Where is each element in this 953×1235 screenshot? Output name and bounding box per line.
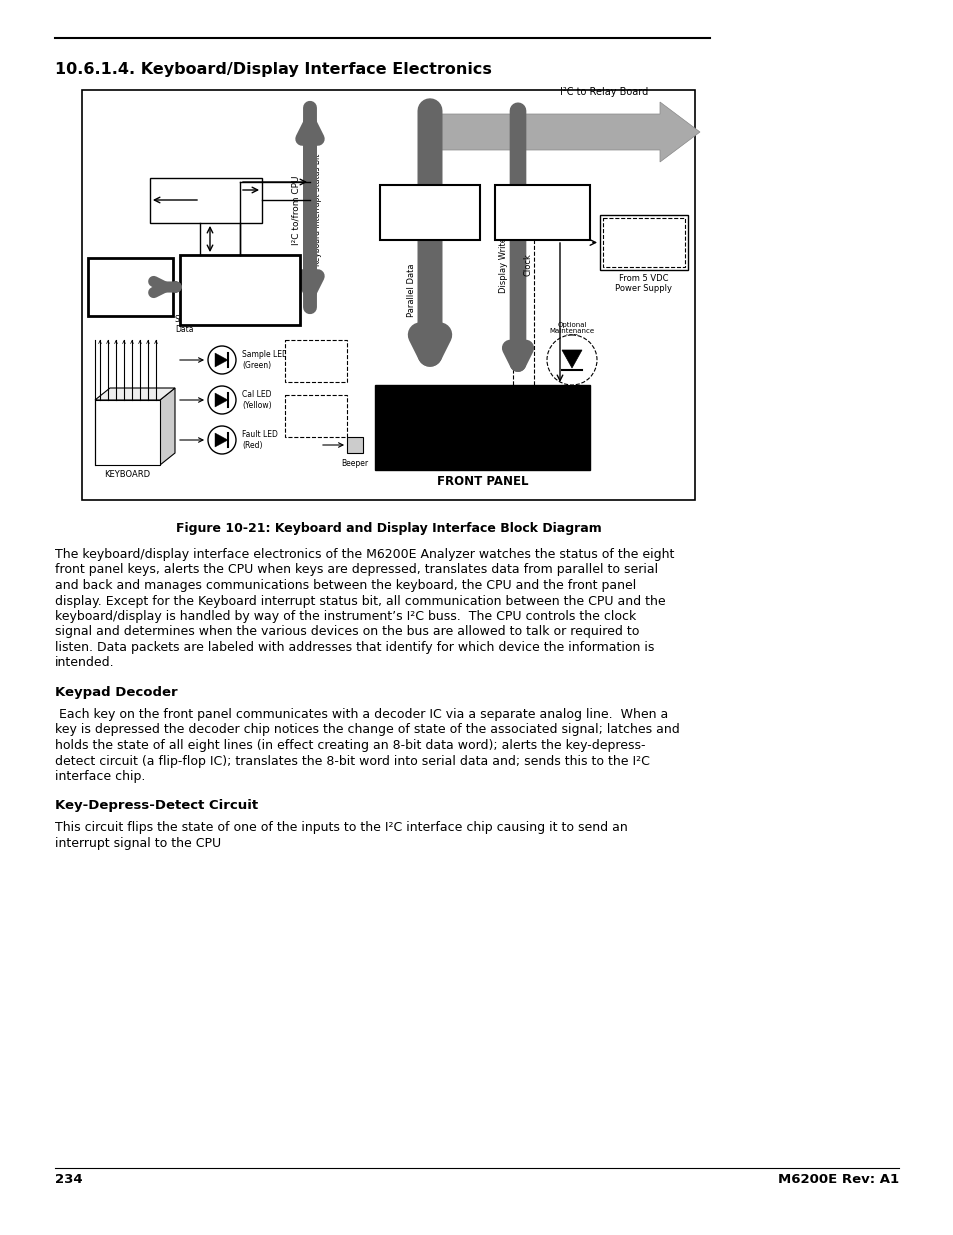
Polygon shape (160, 388, 174, 466)
Text: From 5 VDC: From 5 VDC (618, 274, 668, 283)
Bar (150, 178, 262, 224)
Text: M6200E Rev: A1: M6200E Rev: A1 (777, 1173, 898, 1186)
Bar (495, 185, 589, 240)
Circle shape (208, 426, 235, 454)
Text: Sample LED
(Green): Sample LED (Green) (242, 351, 288, 369)
Text: Parallel Data: Parallel Data (407, 263, 416, 316)
Text: holds the state of all eight lines (in effect creating an 8-bit data word); aler: holds the state of all eight lines (in e… (55, 739, 645, 752)
Text: Maint.
Switch: Maint. Switch (302, 351, 330, 370)
Bar (379, 185, 479, 240)
Text: Fault LED
(Red): Fault LED (Red) (242, 430, 277, 450)
Circle shape (208, 387, 235, 414)
Text: I²C to Relay Board: I²C to Relay Board (559, 86, 647, 98)
Polygon shape (214, 433, 228, 447)
Text: Display Data
Decoder: Display Data Decoder (390, 201, 469, 224)
Text: Key-Depress-Detect Circuit: Key-Depress-Detect Circuit (55, 799, 258, 813)
Bar (88, 258, 172, 316)
Text: listen. Data packets are labeled with addresses that identify for which device t: listen. Data packets are labeled with ad… (55, 641, 654, 655)
Bar (347, 437, 363, 453)
Bar (82, 90, 695, 500)
Text: and back and manages communications between the keyboard, the CPU and the front : and back and manages communications betw… (55, 579, 636, 592)
Bar (599, 215, 687, 270)
Text: KEYBOARD: KEYBOARD (104, 471, 151, 479)
Text: key is depressed the decoder chip notices the change of state of the associated : key is depressed the decoder chip notice… (55, 724, 679, 736)
Text: Clock: Clock (523, 253, 532, 277)
Text: 10.6.1.4. Keyboard/Display Interface Electronics: 10.6.1.4. Keyboard/Display Interface Ele… (55, 62, 492, 77)
Text: Display Power
Watchdog: Display Power Watchdog (612, 233, 675, 252)
Text: 2 x 40 CHAR.   VACUUM: 2 x 40 CHAR. VACUUM (395, 411, 569, 424)
Text: Power Supply: Power Supply (615, 284, 672, 293)
Text: display. Except for the Keyboard interrupt status bit, all communication between: display. Except for the Keyboard interru… (55, 594, 665, 608)
Text: Optional: Optional (557, 322, 586, 329)
Circle shape (546, 335, 597, 385)
Text: detect circuit (a flip-flop IC); translates the 8-bit word into serial data and;: detect circuit (a flip-flop IC); transla… (55, 755, 649, 767)
Text: Key Press
Detect: Key Press Detect (175, 190, 236, 211)
Text: Serial
Data: Serial Data (174, 315, 196, 335)
Text: keyboard/display is handled by way of the instrument’s I²C buss.  The CPU contro: keyboard/display is handled by way of th… (55, 610, 636, 622)
Text: interface chip.: interface chip. (55, 769, 145, 783)
Polygon shape (561, 350, 581, 368)
Text: LED: LED (565, 333, 578, 340)
Text: This circuit flips the state of one of the inputs to the I²C interface chip caus: This circuit flips the state of one of t… (55, 821, 627, 835)
Bar (375, 385, 589, 471)
Text: Cal LED
(Yellow): Cal LED (Yellow) (242, 390, 272, 410)
Text: Display Write: Display Write (499, 237, 508, 293)
Text: Maintenance: Maintenance (549, 329, 594, 333)
Circle shape (208, 346, 235, 374)
Text: 234: 234 (55, 1173, 83, 1186)
Text: front panel keys, alerts the CPU when keys are depressed, translates data from p: front panel keys, alerts the CPU when ke… (55, 563, 658, 577)
Text: Figure 10-21: Keyboard and Display Interface Block Diagram: Figure 10-21: Keyboard and Display Inter… (175, 522, 600, 535)
Text: 2ⁿᴰ Lang.
Switch: 2ⁿᴰ Lang. Switch (298, 406, 334, 426)
Polygon shape (95, 388, 174, 400)
Polygon shape (214, 393, 228, 408)
Text: I²C to/from CPU: I²C to/from CPU (292, 175, 300, 245)
Text: intended.: intended. (55, 657, 114, 669)
Polygon shape (419, 103, 700, 162)
Text: Keypad
Decoder: Keypad Decoder (103, 273, 158, 301)
Text: FRONT PANEL: FRONT PANEL (436, 475, 528, 488)
Bar (285, 340, 347, 382)
Bar (180, 254, 299, 325)
Text: The keyboard/display interface electronics of the M6200E Analyzer watches the st: The keyboard/display interface electroni… (55, 548, 674, 561)
Text: I²C Interface: I²C Interface (187, 283, 294, 298)
Bar (285, 395, 347, 437)
Text: Beeper: Beeper (341, 459, 368, 468)
Polygon shape (214, 353, 228, 367)
Text: Keyboard Interrupt Status Bit: Keyboard Interrupt Status Bit (314, 154, 322, 267)
Text: signal and determines when the various devices on the bus are allowed to talk or: signal and determines when the various d… (55, 625, 639, 638)
Text: FLUORESCENT DISPLAY: FLUORESCENT DISPLAY (395, 431, 569, 445)
Text: interrupt signal to the CPU: interrupt signal to the CPU (55, 837, 221, 850)
Text: Each key on the front panel communicates with a decoder IC via a separate analog: Each key on the front panel communicates… (55, 708, 667, 721)
Bar (95, 400, 160, 466)
Bar (602, 219, 684, 267)
Text: Display
Controller: Display Controller (511, 201, 573, 224)
Text: Keypad Decoder: Keypad Decoder (55, 685, 177, 699)
